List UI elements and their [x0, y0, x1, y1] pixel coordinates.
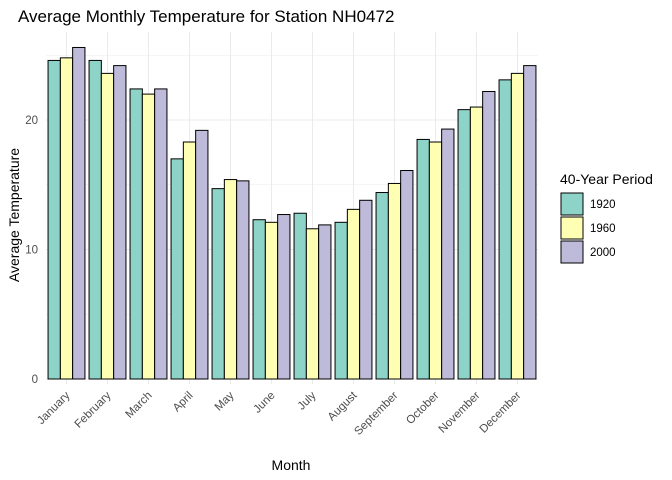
- bar-may-1920: [211, 188, 225, 380]
- legend-label-1960: 1960: [590, 223, 616, 235]
- x-tick-label: October: [404, 390, 442, 428]
- chart-title: Average Monthly Temperature for Station …: [18, 7, 394, 26]
- bar-january-1920: [47, 59, 61, 380]
- bar-february-2000: [113, 65, 127, 380]
- bar-january-1960: [59, 57, 74, 380]
- y-tick-label: 20: [25, 115, 38, 127]
- bar-july-1920: [293, 212, 307, 380]
- bar-may-2000: [236, 180, 250, 380]
- x-tick-label: July: [296, 389, 319, 412]
- bar-march-1920: [129, 88, 143, 380]
- bar-november-1920: [457, 109, 471, 380]
- x-tick-label: April: [171, 390, 196, 415]
- legend-title: 40-Year Period: [560, 171, 653, 187]
- legend-label-2000: 2000: [590, 247, 616, 259]
- bar-may-1960: [223, 179, 238, 380]
- x-tick-label: November: [437, 390, 483, 436]
- bar-august-1920: [334, 221, 348, 380]
- bar-september-2000: [400, 170, 414, 380]
- legend-label-1920: 1920: [590, 199, 616, 211]
- y-axis-ticks: 0 10 20: [25, 115, 38, 386]
- bar-april-2000: [195, 129, 209, 380]
- bar-october-1960: [428, 141, 443, 380]
- bar-september-1960: [387, 182, 402, 380]
- x-tick-label: December: [478, 390, 524, 436]
- x-axis-title: Month: [272, 457, 311, 473]
- x-tick-label: January: [35, 389, 73, 427]
- x-tick-label: September: [352, 390, 400, 438]
- bar-july-1960: [305, 228, 320, 380]
- y-axis-title: Average Temperature: [6, 148, 22, 282]
- bar-january-2000: [72, 46, 86, 380]
- bar-april-1960: [182, 141, 197, 380]
- bar-august-2000: [359, 199, 373, 380]
- x-tick-label: February: [73, 389, 114, 430]
- x-tick-label: March: [124, 390, 155, 421]
- bar-november-2000: [482, 91, 496, 380]
- bar-june-1960: [264, 221, 279, 380]
- bar-august-1960: [346, 208, 361, 380]
- y-tick-label: 0: [32, 374, 38, 386]
- bar-december-1920: [498, 79, 512, 380]
- legend-key-1920: [560, 192, 584, 216]
- bar-september-1920: [375, 192, 389, 380]
- x-tick-label: August: [326, 389, 360, 423]
- bar-october-2000: [441, 128, 455, 380]
- legend-key-1960: [560, 216, 584, 240]
- y-tick-label: 10: [25, 245, 38, 257]
- bar-april-1920: [170, 158, 184, 380]
- bar-june-1920: [252, 219, 266, 380]
- bar-december-1960: [510, 72, 525, 380]
- x-tick-label: June: [252, 390, 278, 416]
- bars: [47, 46, 537, 380]
- bar-december-2000: [523, 65, 537, 380]
- x-tick-label: May: [213, 389, 237, 413]
- bar-june-2000: [277, 214, 291, 380]
- legend: 40-Year Period 1920 1960 2000: [560, 171, 653, 264]
- x-axis-ticks: January February March April May June July Augu…: [35, 389, 524, 438]
- bar-march-2000: [154, 88, 168, 380]
- bar-february-1960: [100, 72, 115, 380]
- bar-october-1920: [416, 138, 430, 380]
- bar-february-1920: [88, 59, 102, 380]
- legend-key-2000: [560, 240, 584, 264]
- bar-march-1960: [141, 93, 156, 380]
- bar-july-2000: [318, 224, 332, 380]
- bar-november-1960: [469, 106, 484, 380]
